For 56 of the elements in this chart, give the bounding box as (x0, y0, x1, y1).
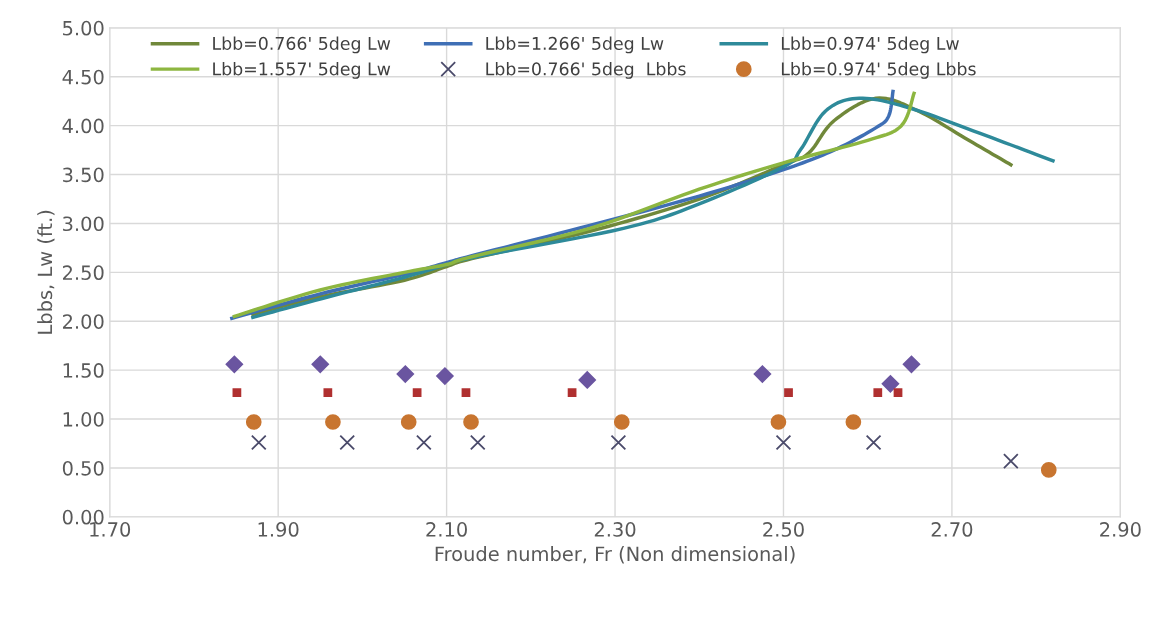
point (753, 365, 772, 383)
legend-label: Lbb=1.557' 5deg Lw (213, 62, 391, 79)
point (436, 367, 454, 385)
x-tick-label: 2.50 (763, 522, 804, 537)
point (770, 414, 787, 430)
legend-label: Lbb=0.974' 5deg Lw (781, 36, 959, 54)
legend-label: Lbb=0.766' 5deg Lw (213, 36, 391, 54)
x-tick-label: 1.90 (258, 522, 299, 537)
x-tick-label: 2.90 (1100, 522, 1141, 537)
point (311, 355, 330, 374)
y-tick-label: 1.00 (63, 412, 104, 427)
y-tick-label: 5.00 (63, 20, 104, 36)
point (400, 414, 417, 430)
point (469, 434, 486, 451)
point (461, 388, 471, 398)
point (893, 388, 903, 398)
y-tick-label: 3.50 (63, 167, 104, 183)
point (396, 365, 415, 383)
y-tick-label: 3.00 (63, 216, 104, 232)
point (323, 388, 333, 398)
x-tick-label: 2.70 (931, 522, 973, 537)
point (412, 388, 422, 398)
point (463, 414, 479, 430)
legend-label: Lbb=0.974' 5deg Lbbs (781, 62, 976, 79)
legend-label: Lbb=1.266' 5deg Lw (486, 36, 664, 54)
point (339, 434, 356, 451)
point (881, 375, 900, 393)
y-tick-label: 1.50 (63, 363, 104, 378)
point (416, 434, 432, 451)
y-tick-label: 0.50 (62, 460, 104, 476)
point (865, 434, 882, 451)
point (775, 434, 792, 451)
x-tick-label: 2.10 (426, 522, 467, 537)
x-axis-title: Froude number, Fr (Non dimensional) (435, 546, 795, 564)
x-tick-label: 2.30 (594, 522, 636, 537)
y-tick-label: 4.50 (62, 69, 104, 85)
y-tick-label: 2.00 (62, 314, 104, 329)
y-tick-label: 2.50 (62, 265, 104, 281)
point (232, 388, 242, 398)
point (610, 434, 627, 451)
point (578, 371, 597, 389)
point (250, 434, 267, 451)
legend-label: Lbb=0.766' 5deg Lbbs (486, 62, 686, 79)
point (873, 388, 883, 398)
point (567, 388, 577, 398)
point (784, 388, 793, 398)
point (1003, 453, 1019, 469)
point (1040, 462, 1057, 478)
point (845, 414, 862, 430)
point (902, 355, 921, 374)
y-axis-title: Lbbs, Lw (ft.) (37, 210, 55, 334)
point (225, 355, 244, 374)
point (325, 414, 341, 430)
y-tick-label: 4.00 (62, 118, 104, 134)
point (245, 414, 262, 430)
point (613, 414, 630, 430)
